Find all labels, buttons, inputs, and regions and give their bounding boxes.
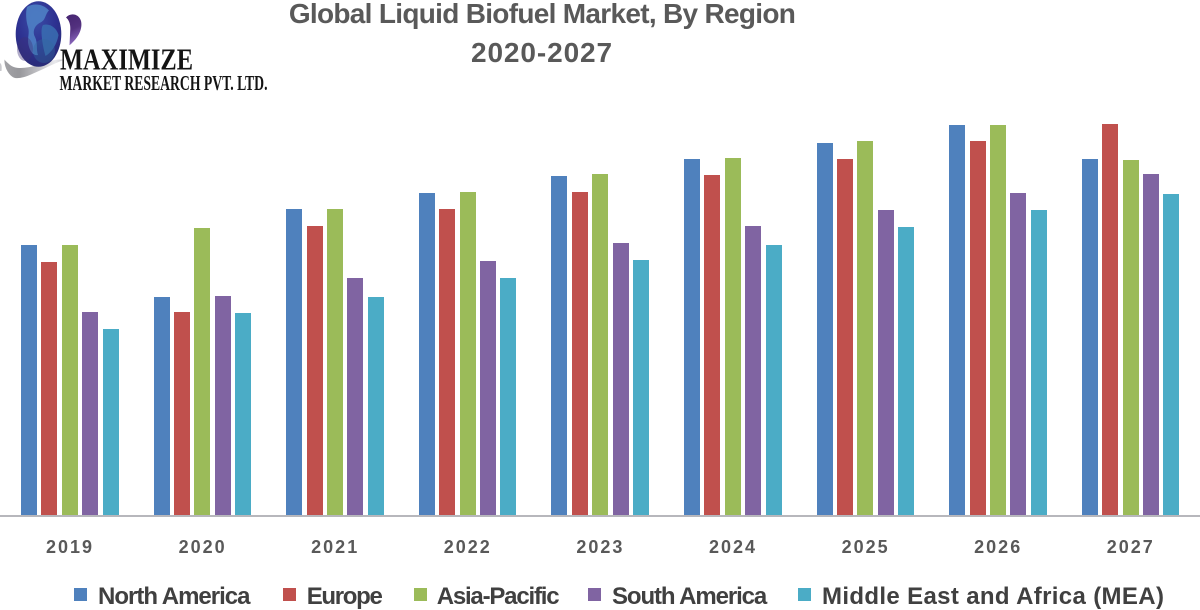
svg-text:MARKET RESEARCH PVT. LTD.: MARKET RESEARCH PVT. LTD. bbox=[60, 71, 268, 95]
svg-text:MAXIMIZE: MAXIMIZE bbox=[60, 41, 193, 76]
